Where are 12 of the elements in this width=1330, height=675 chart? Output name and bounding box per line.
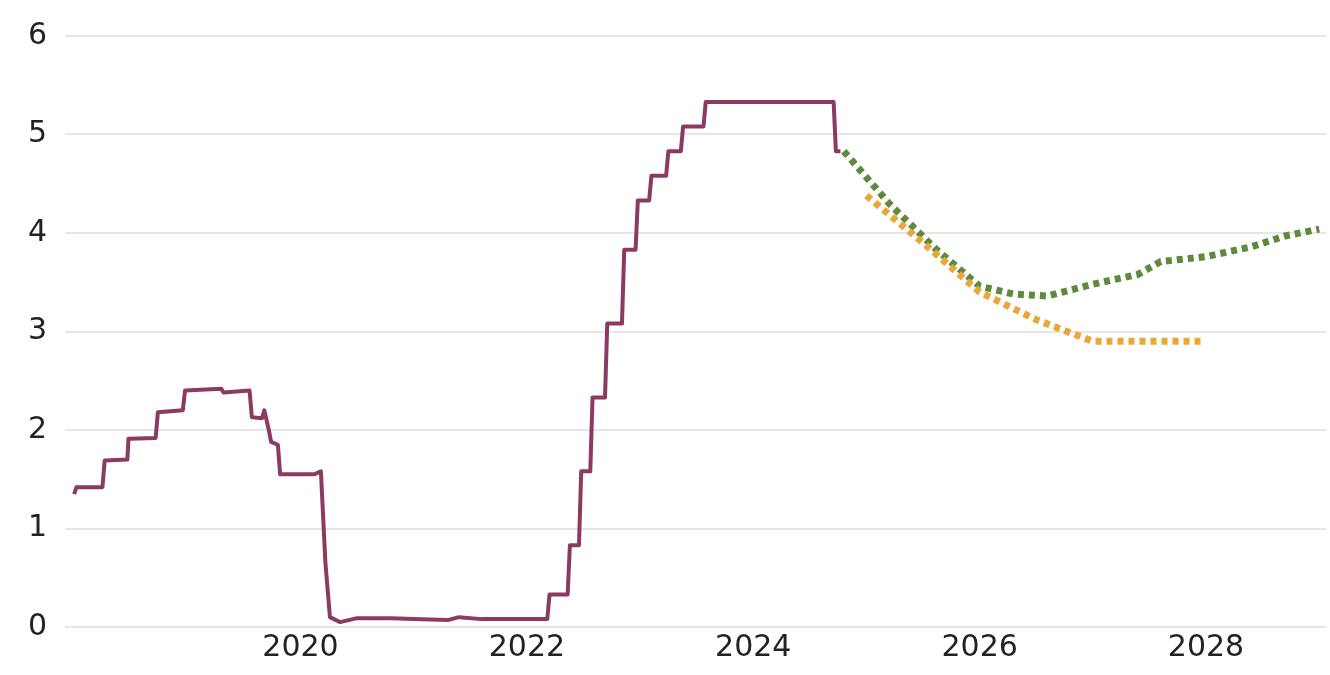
x-tick-label: 2028 [1167, 627, 1245, 663]
y-tick-label: 4 [27, 212, 48, 248]
y-tick-label: 1 [27, 508, 48, 544]
x-tick-label: 2022 [488, 627, 566, 663]
y-tick-label: 5 [27, 114, 48, 150]
x-tick-label: 2024 [715, 627, 792, 663]
x-tick-label: 2026 [941, 627, 1018, 663]
y-tick-label: 6 [27, 15, 48, 51]
y-tick-label: 2 [27, 409, 48, 445]
x-tick-label: 2020 [262, 627, 339, 663]
y-tick-label: 3 [27, 311, 48, 347]
y-tick-label: 0 [27, 606, 48, 642]
